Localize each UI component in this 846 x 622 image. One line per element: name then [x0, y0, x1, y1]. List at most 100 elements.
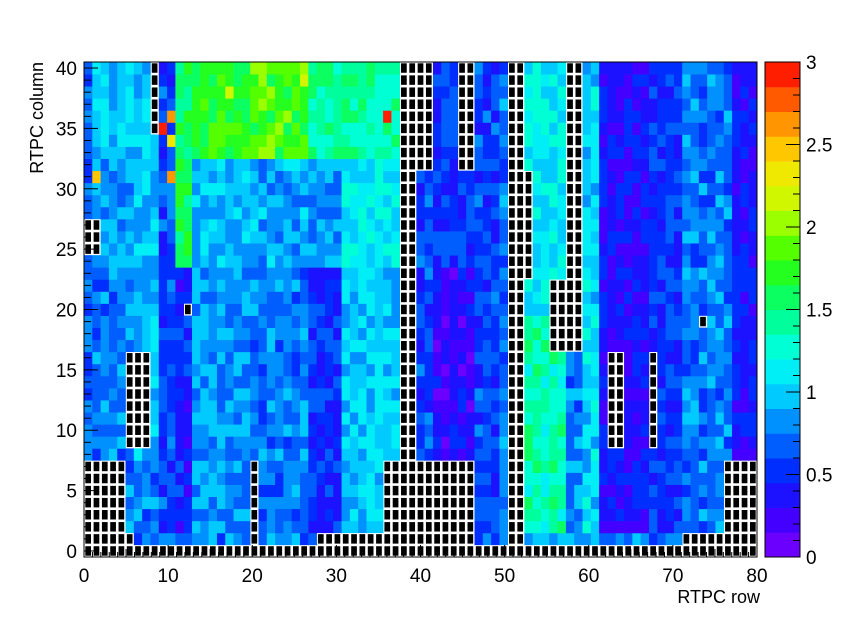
heatmap-cell [225, 267, 234, 280]
heatmap-cell [432, 194, 442, 208]
heatmap-cell [748, 448, 758, 461]
heatmap-cell [624, 412, 633, 425]
heatmap-cell [275, 182, 284, 196]
heatmap-cell [748, 134, 758, 147]
heatmap-cell [549, 424, 558, 437]
heatmap-cell [715, 472, 725, 485]
heatmap-cell [682, 315, 691, 329]
heatmap-cell [92, 279, 102, 292]
heatmap-cell [158, 327, 168, 341]
heatmap-cell [291, 496, 301, 510]
dead-pad-marker [508, 279, 516, 292]
heatmap-cell [291, 400, 301, 413]
dead-pad-marker [117, 460, 126, 473]
dead-pad-marker [100, 496, 109, 509]
heatmap-cell [491, 134, 500, 147]
heatmap-cell [499, 339, 509, 353]
heatmap-cell [324, 460, 334, 473]
dead-pad-marker [699, 315, 707, 328]
heatmap-cell [582, 279, 592, 292]
heatmap-cell [432, 339, 442, 353]
heatmap-cell [740, 122, 750, 135]
heatmap-cell [416, 327, 426, 341]
heatmap-cell [266, 532, 276, 546]
heatmap-cell [457, 351, 467, 365]
heatmap-cell [416, 315, 426, 329]
dead-pad-marker [524, 255, 533, 267]
heatmap-cell [723, 243, 733, 256]
heatmap-cell [441, 243, 450, 256]
heatmap-cell [682, 484, 691, 498]
dead-pad-marker [724, 496, 732, 509]
heatmap-cell [216, 303, 226, 316]
heatmap-cell [241, 339, 251, 353]
heatmap-cell [283, 424, 293, 437]
dead-pad-marker [424, 146, 433, 159]
heatmap-cell [474, 134, 484, 147]
dead-pad-marker [516, 388, 525, 400]
dead-pad-marker [516, 400, 525, 412]
heatmap-cell [175, 158, 185, 172]
heatmap-cell [599, 496, 608, 510]
dead-pad-marker [566, 303, 574, 316]
heatmap-cell [366, 375, 376, 389]
dead-pad-marker [125, 436, 134, 449]
heatmap-cell [607, 206, 617, 220]
heatmap-cell [740, 231, 750, 244]
heatmap-cell [532, 315, 542, 329]
heatmap-cell [125, 98, 135, 111]
heatmap-cell [349, 158, 359, 172]
heatmap-cell [316, 520, 326, 534]
heatmap-cell [590, 532, 600, 546]
heatmap-cell [233, 231, 243, 244]
dead-pad-marker [466, 86, 475, 98]
dead-pad-marker [574, 134, 583, 147]
heatmap-cell [732, 279, 741, 292]
heatmap-cell [565, 412, 575, 425]
heatmap-cell [474, 170, 484, 184]
heatmap-cell [308, 472, 318, 485]
heatmap-cell [316, 424, 326, 437]
heatmap-cell [250, 327, 259, 341]
heatmap-cell [200, 351, 210, 365]
heatmap-cell [549, 255, 558, 268]
dead-pad-marker [466, 545, 475, 557]
heatmap-cell [225, 400, 234, 413]
heatmap-cell [615, 448, 625, 461]
palette-swatch [765, 210, 800, 236]
heatmap-cell [491, 194, 500, 208]
x-tick-label: 60 [578, 566, 599, 587]
heatmap-cell [698, 255, 708, 268]
heatmap-cell [648, 520, 658, 534]
heatmap-cell [333, 291, 342, 304]
heatmap-cell [183, 218, 193, 232]
heatmap-cell [698, 74, 708, 87]
heatmap-cell [449, 387, 459, 401]
heatmap-cell [391, 62, 401, 75]
heatmap-cell [266, 412, 276, 425]
heatmap-cell [324, 291, 334, 304]
dead-pad-marker [516, 472, 525, 485]
heatmap-cell [108, 110, 118, 123]
heatmap-cell [648, 170, 658, 184]
heatmap-cell [540, 110, 550, 123]
heatmap-cell [300, 484, 309, 498]
dead-pad-marker [574, 110, 583, 123]
heatmap-cell [648, 279, 658, 292]
heatmap-cell [316, 291, 326, 304]
heatmap-cell [300, 351, 309, 365]
heatmap-cell [740, 400, 750, 413]
dead-pad-marker [408, 74, 417, 86]
heatmap-cell [158, 122, 168, 135]
heatmap-cell [208, 122, 218, 135]
heatmap-cell [740, 158, 750, 172]
heatmap-cell [283, 339, 293, 353]
heatmap-cell [125, 291, 135, 304]
heatmap-cell [432, 363, 442, 377]
heatmap-cell [740, 134, 750, 147]
heatmap-cell [300, 98, 309, 111]
heatmap-cell [374, 424, 384, 437]
dead-pad-marker [499, 545, 508, 557]
heatmap-cell [640, 218, 650, 232]
